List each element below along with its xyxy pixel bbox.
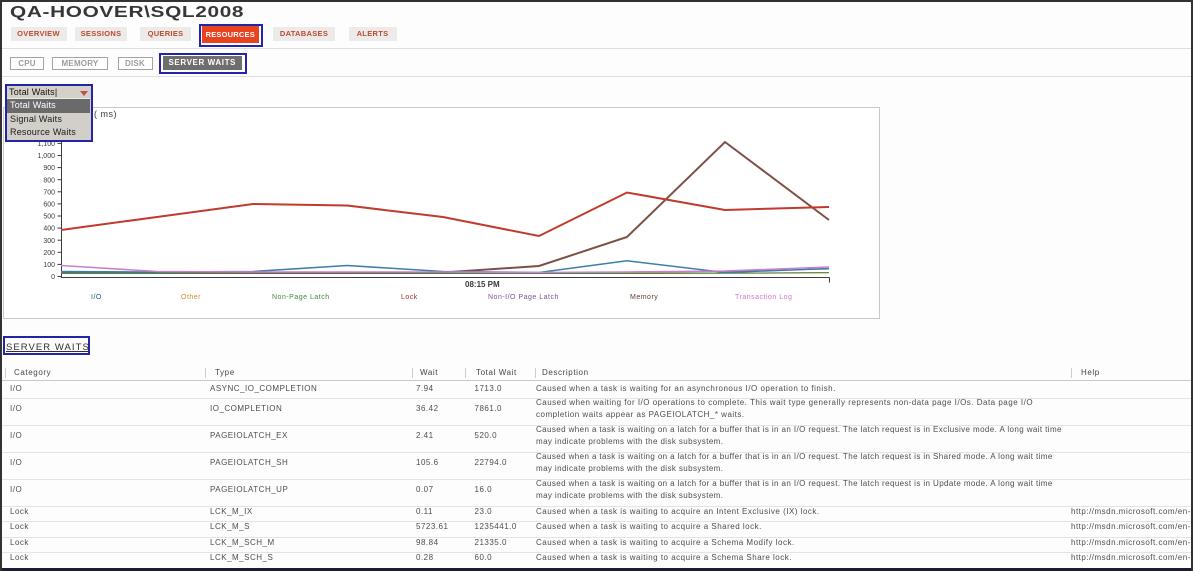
svg-text:500: 500: [43, 214, 55, 221]
svg-text:600: 600: [43, 202, 55, 209]
svg-text:1,000: 1,000: [37, 153, 55, 160]
svg-text:900: 900: [43, 165, 55, 172]
svg-text:300: 300: [43, 238, 55, 245]
svg-text:0: 0: [51, 274, 55, 281]
svg-text:200: 200: [43, 250, 55, 257]
svg-text:1,100: 1,100: [37, 141, 55, 148]
svg-text:800: 800: [43, 177, 55, 184]
svg-text:100: 100: [43, 262, 55, 269]
svg-text:700: 700: [43, 189, 55, 196]
svg-text:400: 400: [43, 226, 55, 233]
